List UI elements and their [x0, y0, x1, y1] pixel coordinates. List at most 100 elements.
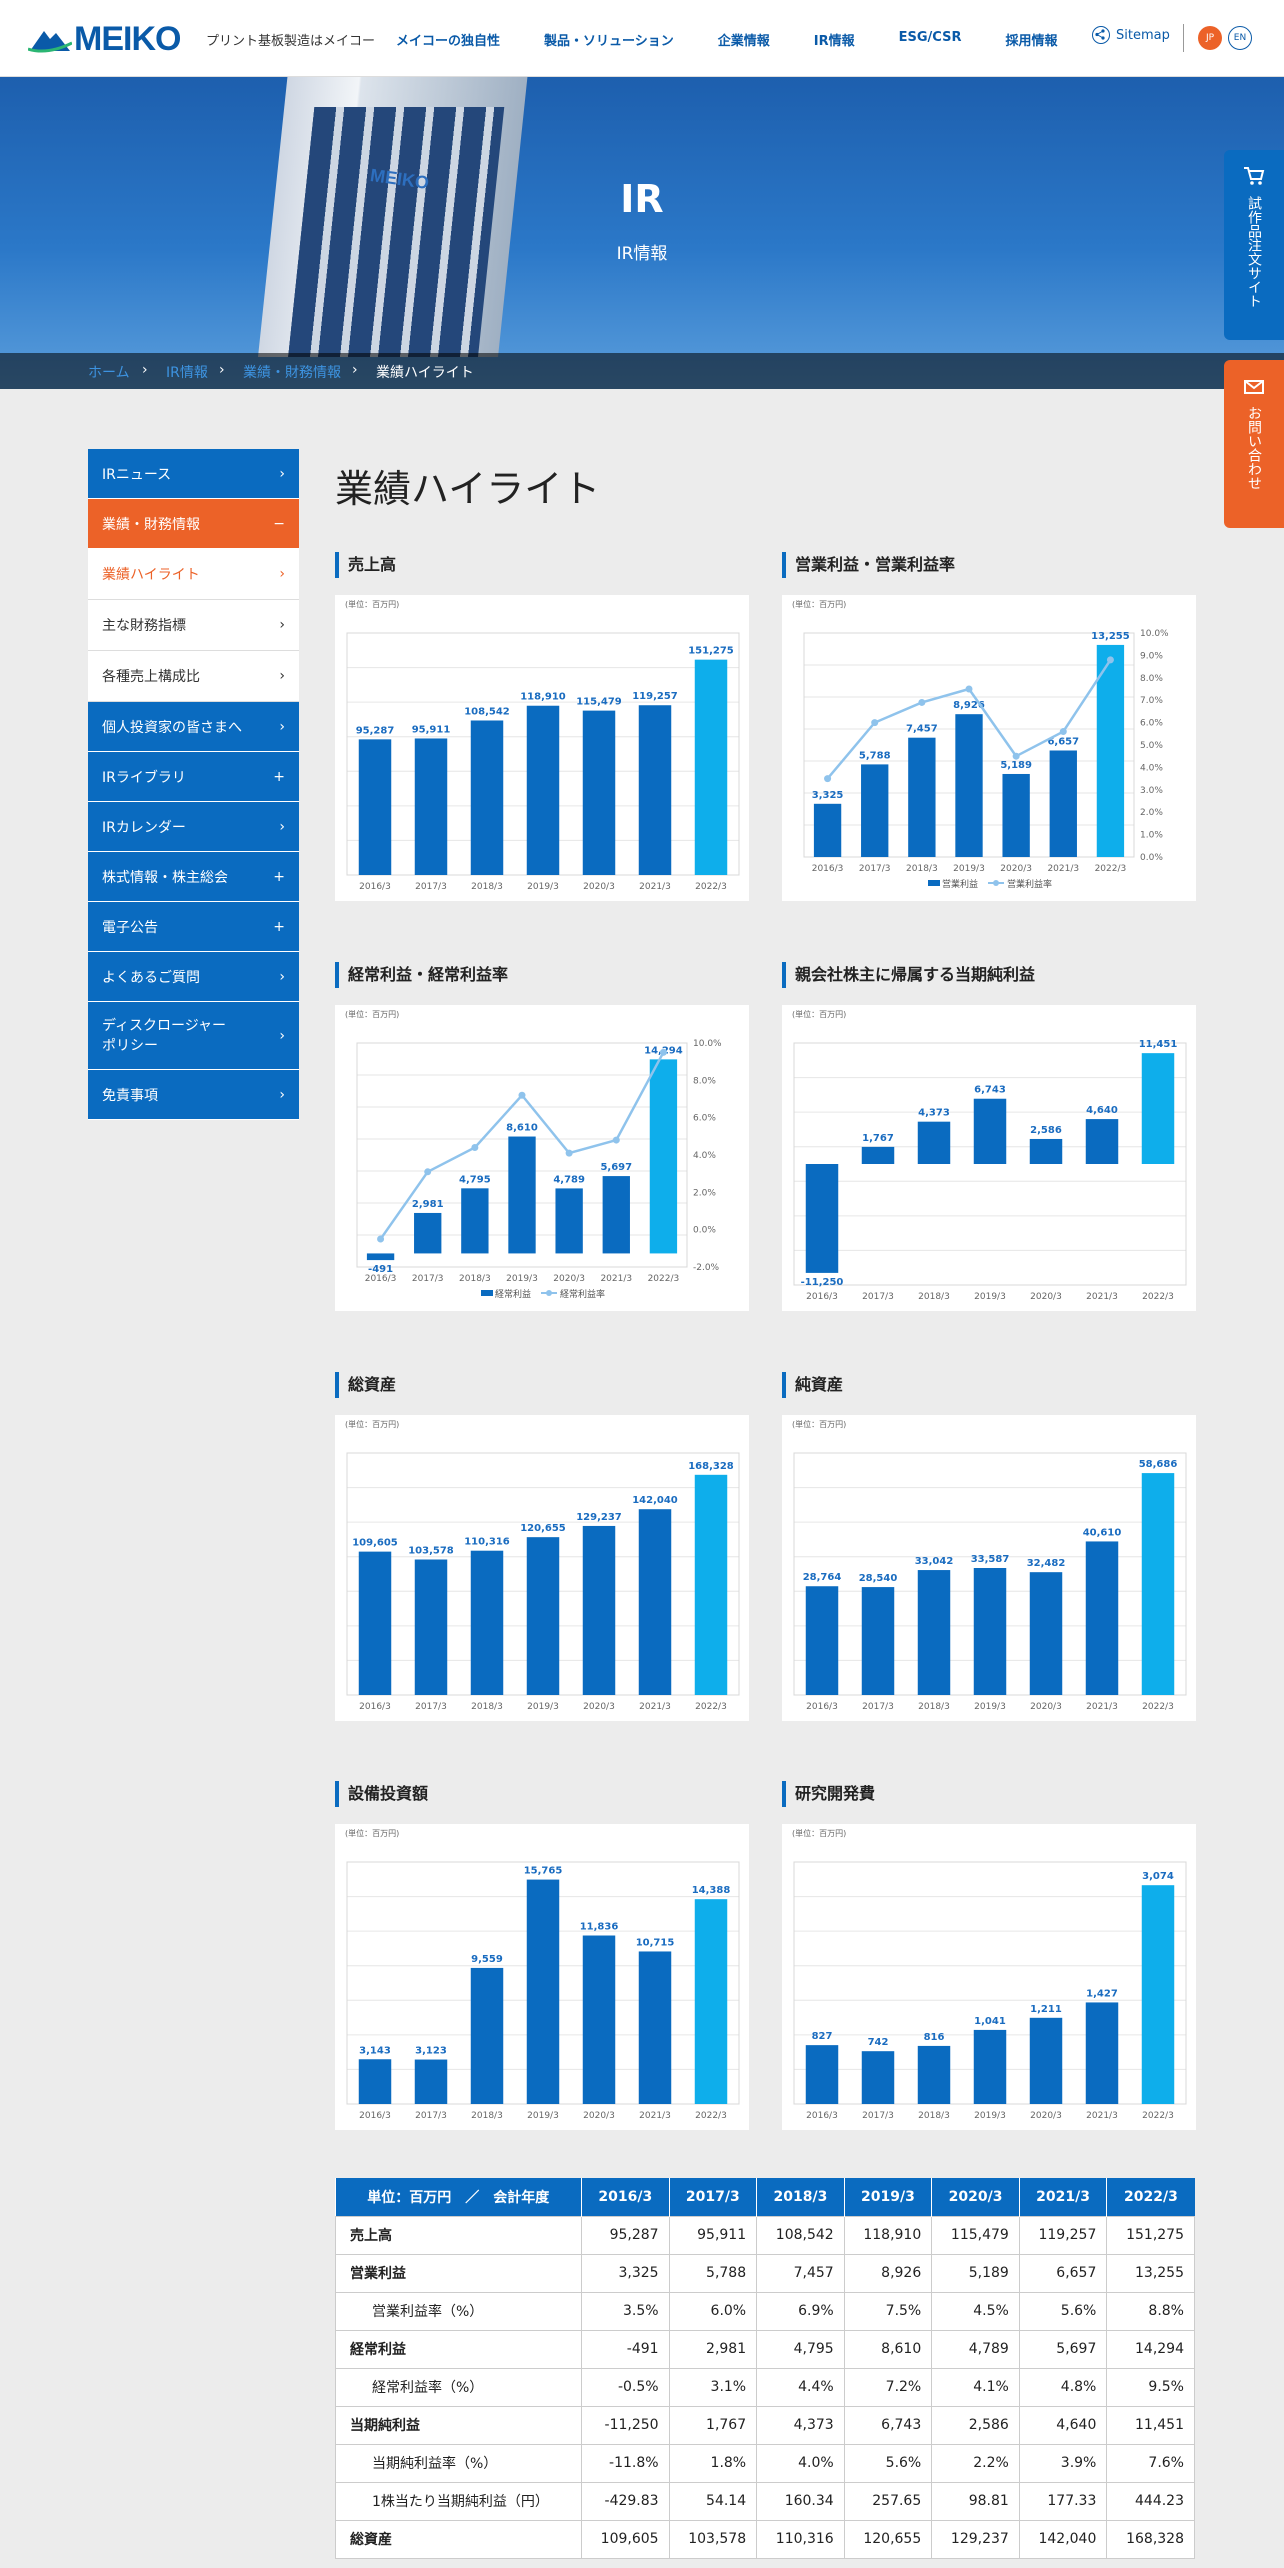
chart-data-label: 28,540 — [859, 1573, 898, 1584]
nav-uniqueness[interactable]: メイコーの独自性 — [396, 34, 501, 49]
chart-unit-label: (単位：百万円) — [792, 1009, 846, 1019]
chart-data-label: 3,325 — [812, 790, 844, 801]
chart-line-point — [659, 1048, 667, 1056]
sidebar-subitem-highlight[interactable]: 業績ハイライト › — [88, 549, 299, 600]
sidebar-item-ir-library[interactable]: IRライブラリ + — [88, 752, 299, 802]
table-cell: 177.33 — [1018, 2481, 1108, 2521]
chart-line-point — [565, 1149, 573, 1157]
plus-icon: + — [273, 868, 285, 885]
breadcrumb-financial[interactable]: 業績・財務情報 — [243, 365, 341, 381]
table-row-label: 営業利益率（%） — [335, 2291, 582, 2331]
net-assets-chart: (単位：百万円) 28,764 2016/3 28,540 2017/3 33,042 20… — [792, 1419, 1187, 1712]
table-cell: 4.5% — [931, 2291, 1020, 2331]
table-header-cell: 2022/3 — [1106, 2178, 1195, 2216]
table-cell: -491 — [581, 2329, 670, 2369]
contact-tab[interactable]: お問い合わせ — [1224, 360, 1284, 528]
chart-unit-label: (単位：百万円) — [792, 1828, 846, 1838]
table-cell: 3.1% — [668, 2367, 758, 2407]
table-cell: 2,981 — [668, 2329, 758, 2369]
chart-bar — [470, 1967, 504, 2104]
sidebar-item-ir-news[interactable]: IRニュース › — [88, 449, 299, 499]
chart-bar — [555, 1188, 583, 1254]
sidebar-subitem-indicators[interactable]: 主な財務指標 › — [88, 600, 299, 651]
chart-data-label: 4,795 — [459, 1174, 491, 1185]
sidebar-item-faq[interactable]: よくあるご質問 › — [88, 952, 299, 1002]
chart-line-point — [518, 1091, 526, 1099]
table-cell: 4,795 — [756, 2329, 845, 2369]
sidebar-item-label: 業績ハイライト — [102, 567, 200, 583]
chart-plot-frame — [793, 1042, 1187, 1286]
chart-data-label: 119,257 — [632, 691, 678, 702]
table-cell: 168,328 — [1106, 2519, 1195, 2559]
trial-order-tab[interactable]: 試作品注文サイト — [1224, 150, 1284, 340]
table-cell: 5.6% — [843, 2443, 933, 2483]
chart-card-sales: (単位：百万円) 95,287 2016/3 95,911 2017/3 108,542 2… — [335, 595, 749, 901]
chart-title-ordinary: 経常利益・経常利益率 — [335, 962, 508, 988]
sidebar-item-individual-investors[interactable]: 個人投資家の皆さまへ › — [88, 702, 299, 752]
chart-category-label: 2019/3 — [953, 864, 985, 874]
meiko-logo[interactable]: MEIKO — [27, 20, 181, 59]
chevron-right-icon: › — [279, 1086, 285, 1103]
table-cell: 1,767 — [668, 2405, 758, 2445]
breadcrumb-ir[interactable]: IR情報 — [166, 365, 208, 381]
table-cell: 6,743 — [843, 2405, 933, 2445]
sidebar-item-label: 個人投資家の皆さまへ — [102, 719, 242, 736]
chart-bar — [1002, 773, 1030, 857]
chart-bar — [526, 1879, 560, 2104]
nav-company[interactable]: 企業情報 — [717, 34, 770, 49]
chart-axis-tick-label: 10.0% — [1140, 629, 1169, 639]
chart-bar — [461, 1188, 489, 1254]
chart-bar — [358, 2059, 392, 2104]
legend-bar-label: 経常利益 — [495, 1288, 531, 1300]
nav-products[interactable]: 製品・ソリューション — [544, 34, 674, 49]
table-cell: 8.8% — [1106, 2291, 1195, 2331]
chart-bar — [861, 1146, 895, 1164]
chart-axis-tick-label: 8.0% — [693, 1076, 716, 1086]
sidebar-item-disclosure-policy[interactable]: ディスクロージャー ポリシー › — [88, 1002, 299, 1070]
chart-axis-tick-label: 0.0% — [1140, 853, 1163, 863]
chart-axis-tick-label: 2.0% — [1140, 808, 1163, 818]
lang-jp-button[interactable]: JP — [1198, 26, 1222, 50]
sidebar-item-financial[interactable]: 業績・財務情報 − — [88, 499, 299, 549]
sidebar-item-disclaimer[interactable]: 免責事項 › — [88, 1070, 299, 1120]
table-cell: -0.5% — [581, 2367, 670, 2407]
chart-unit-label: (単位：百万円) — [345, 1828, 399, 1838]
chart-bar — [861, 1587, 895, 1695]
lang-en-button[interactable]: EN — [1228, 26, 1252, 50]
table-cell: 4.1% — [931, 2367, 1020, 2407]
chart-bar — [917, 1570, 951, 1695]
sidebar-item-ir-calendar[interactable]: IRカレンダー › — [88, 802, 299, 852]
chart-category-label: 2020/3 — [1030, 2111, 1062, 2121]
sidebar-item-stock-info[interactable]: 株式情報・株主総会 + — [88, 852, 299, 902]
sidebar-subitem-composition[interactable]: 各種売上構成比 › — [88, 651, 299, 702]
chart-data-label: 95,911 — [412, 724, 451, 735]
chevron-right-icon: › — [142, 362, 148, 378]
table-cell: 8,926 — [843, 2253, 933, 2293]
chart-bar — [917, 1121, 951, 1164]
nav-esg[interactable]: ESG/CSR — [898, 30, 962, 45]
sidebar-item-public-notice[interactable]: 電子公告 + — [88, 902, 299, 952]
chart-plot-frame — [356, 1042, 688, 1268]
chart-unit-label: (単位：百万円) — [345, 599, 399, 609]
chart-axis-tick-label: 5.0% — [1140, 741, 1163, 751]
chart-axis-tick-label: 4.0% — [1140, 763, 1163, 773]
sidebar-item-label: ディスクロージャー ポリシー — [102, 1017, 227, 1054]
sidebar-item-label: IRニュース — [102, 466, 172, 483]
chart-category-label: 2021/3 — [1086, 1292, 1118, 1302]
table-row-label: 売上高 — [335, 2215, 582, 2255]
chart-category-label: 2020/3 — [583, 882, 615, 892]
table-cell: 4.0% — [756, 2443, 845, 2483]
chart-data-label: 11,451 — [1139, 1039, 1178, 1050]
chart-data-label: 95,287 — [356, 725, 395, 736]
nav-ir[interactable]: IR情報 — [813, 34, 855, 49]
chart-data-label: 5,697 — [600, 1162, 632, 1173]
chart-axis-tick-label: 1.0% — [1140, 831, 1163, 841]
breadcrumb-home[interactable]: ホーム — [88, 365, 130, 381]
nav-recruit[interactable]: 採用情報 — [1005, 34, 1058, 49]
chart-data-label: 28,764 — [803, 1572, 842, 1583]
chart-axis-tick-label: -2.0% — [693, 1263, 720, 1273]
chart-bar — [414, 2059, 448, 2104]
chart-data-label: 3,074 — [1142, 1871, 1174, 1882]
sitemap-link[interactable]: Sitemap — [1092, 26, 1170, 44]
table-cell: 5,189 — [931, 2253, 1020, 2293]
